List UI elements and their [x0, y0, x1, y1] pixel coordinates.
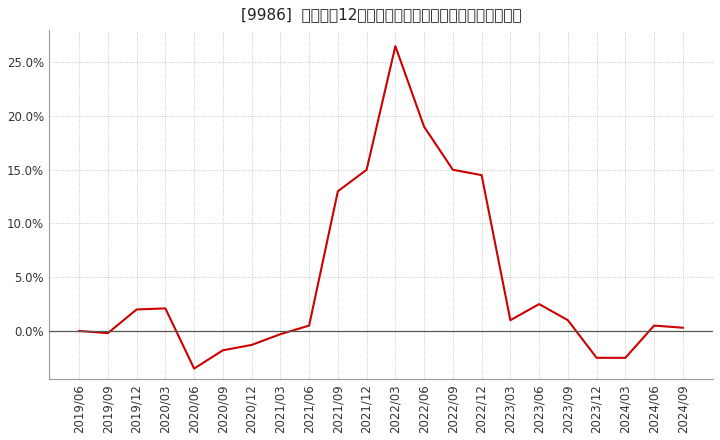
Title: [9986]  売上高の12か月移動合計の対前年同期増減率の推移: [9986] 売上高の12か月移動合計の対前年同期増減率の推移: [240, 7, 521, 22]
